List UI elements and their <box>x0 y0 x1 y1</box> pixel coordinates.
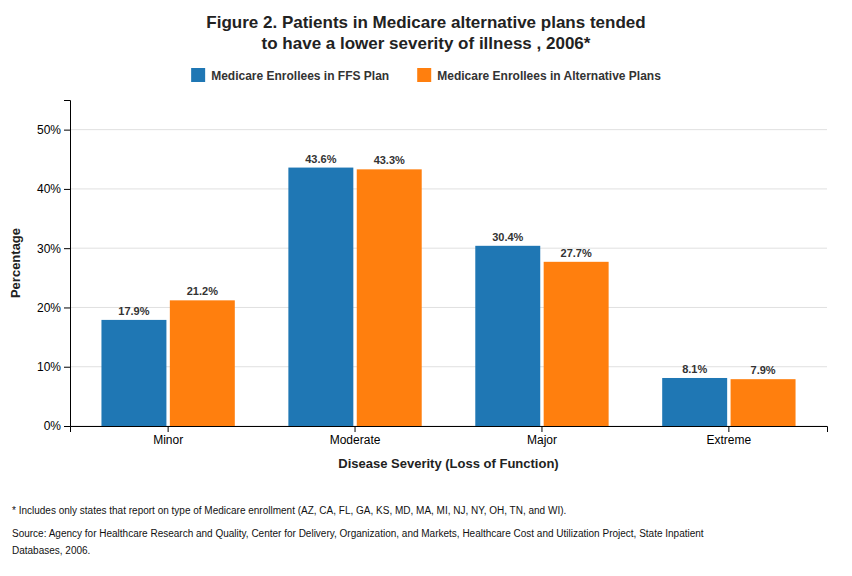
title: to have a lower severity of illness , 20… <box>262 34 591 53</box>
tick: 10% <box>37 360 70 374</box>
bar <box>475 246 540 426</box>
footnote: Source: Agency for Healthcare Research a… <box>12 528 704 539</box>
tick-mark <box>64 307 70 308</box>
tick-mark <box>64 189 70 190</box>
tick: Extreme <box>707 426 752 447</box>
x-axis: Minor Moderate Major Extreme <box>71 426 828 447</box>
bar <box>662 378 727 426</box>
plot: 17.9% 43.6% 30.4% 8.1% 21.2% 43.3% 27.7% 7.9% 0%… <box>8 101 828 472</box>
data-label: 21.2% <box>187 285 218 297</box>
bar <box>101 320 166 426</box>
tick: 30% <box>37 242 70 256</box>
bar <box>170 300 235 426</box>
legend-label: Medicare Enrollees in FFS Plan <box>211 69 389 83</box>
axis-line <box>64 101 71 427</box>
tick: 40% <box>37 182 70 196</box>
chart: Figure 2. Patients in Medicare alternati… <box>0 0 852 576</box>
legend: Medicare Enrollees in FFS Plan Medicare E… <box>191 68 661 83</box>
tick-mark <box>541 426 542 432</box>
tick-label: Extreme <box>707 433 752 447</box>
tick-label: Major <box>527 433 557 447</box>
grid-line <box>70 129 827 130</box>
y-axis-title: Percentage <box>8 228 23 298</box>
footnote: * Includes only states that report on ty… <box>12 505 566 516</box>
data-label: 27.7% <box>561 247 592 259</box>
data-labels: 17.9% 43.6% 30.4% 8.1% 21.2% 43.3% 27.7% 7.9% <box>118 153 775 377</box>
legend-label: Medicare Enrollees in Alternative Plans <box>437 69 661 83</box>
data-label: 8.1% <box>682 363 707 375</box>
data-label: 43.6% <box>305 153 336 165</box>
legend-item: Medicare Enrollees in FFS Plan <box>191 68 389 83</box>
tick-label: Moderate <box>330 433 381 447</box>
tick-label: 40% <box>37 182 61 196</box>
tick-mark <box>168 426 169 432</box>
tick-label: 50% <box>37 123 61 137</box>
tick: Minor <box>153 426 183 447</box>
tick: 0% <box>44 419 70 433</box>
data-label: 30.4% <box>492 231 523 243</box>
tick-label: Minor <box>153 433 183 447</box>
legend-item: Medicare Enrollees in Alternative Plans <box>417 68 661 83</box>
annotations: * Includes only states that report on ty… <box>12 505 704 556</box>
tick-label: 20% <box>37 301 61 315</box>
tick: 20% <box>37 301 70 315</box>
legend-swatch <box>417 68 431 82</box>
tick-mark <box>64 248 70 249</box>
tick-mark <box>64 367 70 368</box>
bar <box>731 379 796 426</box>
tick-mark <box>355 426 356 432</box>
tick: 50% <box>37 123 70 137</box>
background <box>0 0 852 576</box>
title: Figure 2. Patients in Medicare alternati… <box>206 13 645 32</box>
tick-label: 10% <box>37 360 61 374</box>
data-label: 7.9% <box>751 364 776 376</box>
x-axis-title: Disease Severity (Loss of Function) <box>338 456 558 471</box>
bar <box>357 169 422 426</box>
tick: Major <box>527 426 557 447</box>
grid-line <box>70 188 827 189</box>
bar <box>288 168 353 426</box>
tick-mark <box>64 426 70 427</box>
tick-mark <box>64 130 70 131</box>
tick: Moderate <box>330 426 381 447</box>
y-axis: 0% 10% 20% 30% 40% 50% <box>37 101 71 434</box>
tick-mark <box>728 426 729 432</box>
bar <box>544 262 609 426</box>
axis-line <box>71 427 828 433</box>
data-label: 43.3% <box>374 154 405 166</box>
tick-label: 30% <box>37 242 61 256</box>
data-label: 17.9% <box>118 305 149 317</box>
legend-swatch <box>191 68 205 82</box>
tick-label: 0% <box>44 419 62 433</box>
bars <box>101 168 795 426</box>
grid <box>70 130 827 426</box>
grid-line <box>70 248 827 249</box>
footnote: Databases, 2006. <box>12 545 90 556</box>
